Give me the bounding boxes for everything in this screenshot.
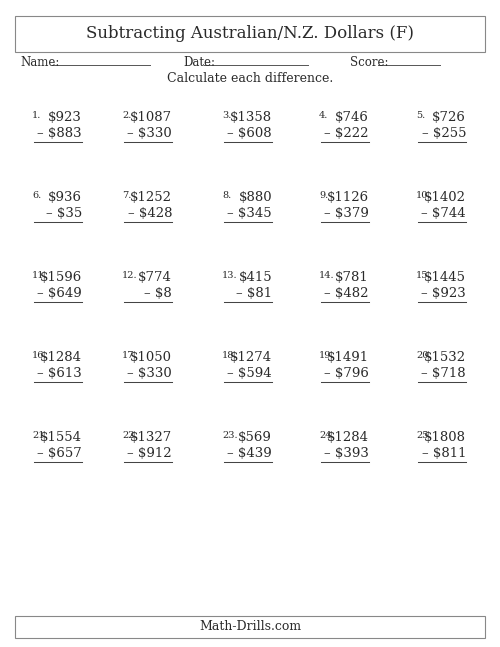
Text: – $811: – $811 — [422, 447, 466, 460]
Text: $880: $880 — [238, 191, 272, 204]
Text: Subtracting Australian/N.Z. Dollars (F): Subtracting Australian/N.Z. Dollars (F) — [86, 25, 414, 43]
Text: 16.: 16. — [32, 351, 48, 360]
Text: $415: $415 — [238, 271, 272, 284]
Text: 10.: 10. — [416, 191, 432, 200]
Text: – $594: – $594 — [228, 367, 272, 380]
Text: 22.: 22. — [122, 431, 138, 440]
Text: 6.: 6. — [32, 191, 41, 200]
Text: – $35: – $35 — [46, 207, 82, 220]
Text: $1532: $1532 — [424, 351, 466, 364]
Text: $726: $726 — [432, 111, 466, 124]
Text: 8.: 8. — [222, 191, 231, 200]
Text: $1596: $1596 — [40, 271, 82, 284]
Text: $746: $746 — [335, 111, 369, 124]
Text: $1050: $1050 — [130, 351, 172, 364]
Text: Score:: Score: — [350, 56, 389, 69]
Text: 18.: 18. — [222, 351, 238, 360]
Bar — [15, 616, 485, 638]
Text: – $482: – $482 — [324, 287, 369, 300]
Text: 25.: 25. — [416, 431, 432, 440]
Text: $774: $774 — [138, 271, 172, 284]
Text: Math-Drills.com: Math-Drills.com — [199, 620, 301, 633]
Text: $1808: $1808 — [424, 431, 466, 444]
Text: 5.: 5. — [416, 111, 425, 120]
Text: $1358: $1358 — [230, 111, 272, 124]
Text: 24.: 24. — [319, 431, 334, 440]
Text: 23.: 23. — [222, 431, 238, 440]
Text: – $649: – $649 — [37, 287, 82, 300]
Text: $569: $569 — [238, 431, 272, 444]
Text: $1126: $1126 — [327, 191, 369, 204]
Text: – $81: – $81 — [236, 287, 272, 300]
Text: $781: $781 — [335, 271, 369, 284]
Text: 14.: 14. — [319, 271, 334, 280]
Text: 15.: 15. — [416, 271, 432, 280]
Text: 7.: 7. — [122, 191, 132, 200]
Text: – $657: – $657 — [37, 447, 82, 460]
Text: $936: $936 — [48, 191, 82, 204]
Text: 13.: 13. — [222, 271, 238, 280]
Text: – $428: – $428 — [128, 207, 172, 220]
Bar — [15, 16, 485, 52]
Text: $1554: $1554 — [40, 431, 82, 444]
Text: Date:: Date: — [183, 56, 215, 69]
Text: – $345: – $345 — [228, 207, 272, 220]
Text: 3.: 3. — [222, 111, 232, 120]
Text: – $8: – $8 — [144, 287, 172, 300]
Text: – $923: – $923 — [421, 287, 466, 300]
Text: 1.: 1. — [32, 111, 42, 120]
Text: – $608: – $608 — [228, 127, 272, 140]
Text: – $744: – $744 — [422, 207, 466, 220]
Text: $1284: $1284 — [327, 431, 369, 444]
Text: – $379: – $379 — [324, 207, 369, 220]
Text: 19.: 19. — [319, 351, 334, 360]
Text: 20.: 20. — [416, 351, 432, 360]
Text: 11.: 11. — [32, 271, 48, 280]
Text: – $718: – $718 — [422, 367, 466, 380]
Text: – $796: – $796 — [324, 367, 369, 380]
Text: – $883: – $883 — [38, 127, 82, 140]
Text: $1445: $1445 — [424, 271, 466, 284]
Text: – $912: – $912 — [128, 447, 172, 460]
Text: – $330: – $330 — [127, 367, 172, 380]
Text: Name:: Name: — [20, 56, 59, 69]
Text: – $330: – $330 — [127, 127, 172, 140]
Text: $923: $923 — [48, 111, 82, 124]
Text: $1274: $1274 — [230, 351, 272, 364]
Text: Calculate each difference.: Calculate each difference. — [167, 72, 333, 85]
Text: – $393: – $393 — [324, 447, 369, 460]
Text: $1491: $1491 — [327, 351, 369, 364]
Text: $1087: $1087 — [130, 111, 172, 124]
Text: – $439: – $439 — [227, 447, 272, 460]
Text: – $255: – $255 — [422, 127, 466, 140]
Text: $1252: $1252 — [130, 191, 172, 204]
Text: 21.: 21. — [32, 431, 48, 440]
Text: – $222: – $222 — [324, 127, 369, 140]
Text: $1327: $1327 — [130, 431, 172, 444]
Text: 17.: 17. — [122, 351, 138, 360]
Text: 4.: 4. — [319, 111, 328, 120]
Text: 2.: 2. — [122, 111, 132, 120]
Text: – $613: – $613 — [37, 367, 82, 380]
Text: 9.: 9. — [319, 191, 328, 200]
Text: $1402: $1402 — [424, 191, 466, 204]
Text: $1284: $1284 — [40, 351, 82, 364]
Text: 12.: 12. — [122, 271, 138, 280]
